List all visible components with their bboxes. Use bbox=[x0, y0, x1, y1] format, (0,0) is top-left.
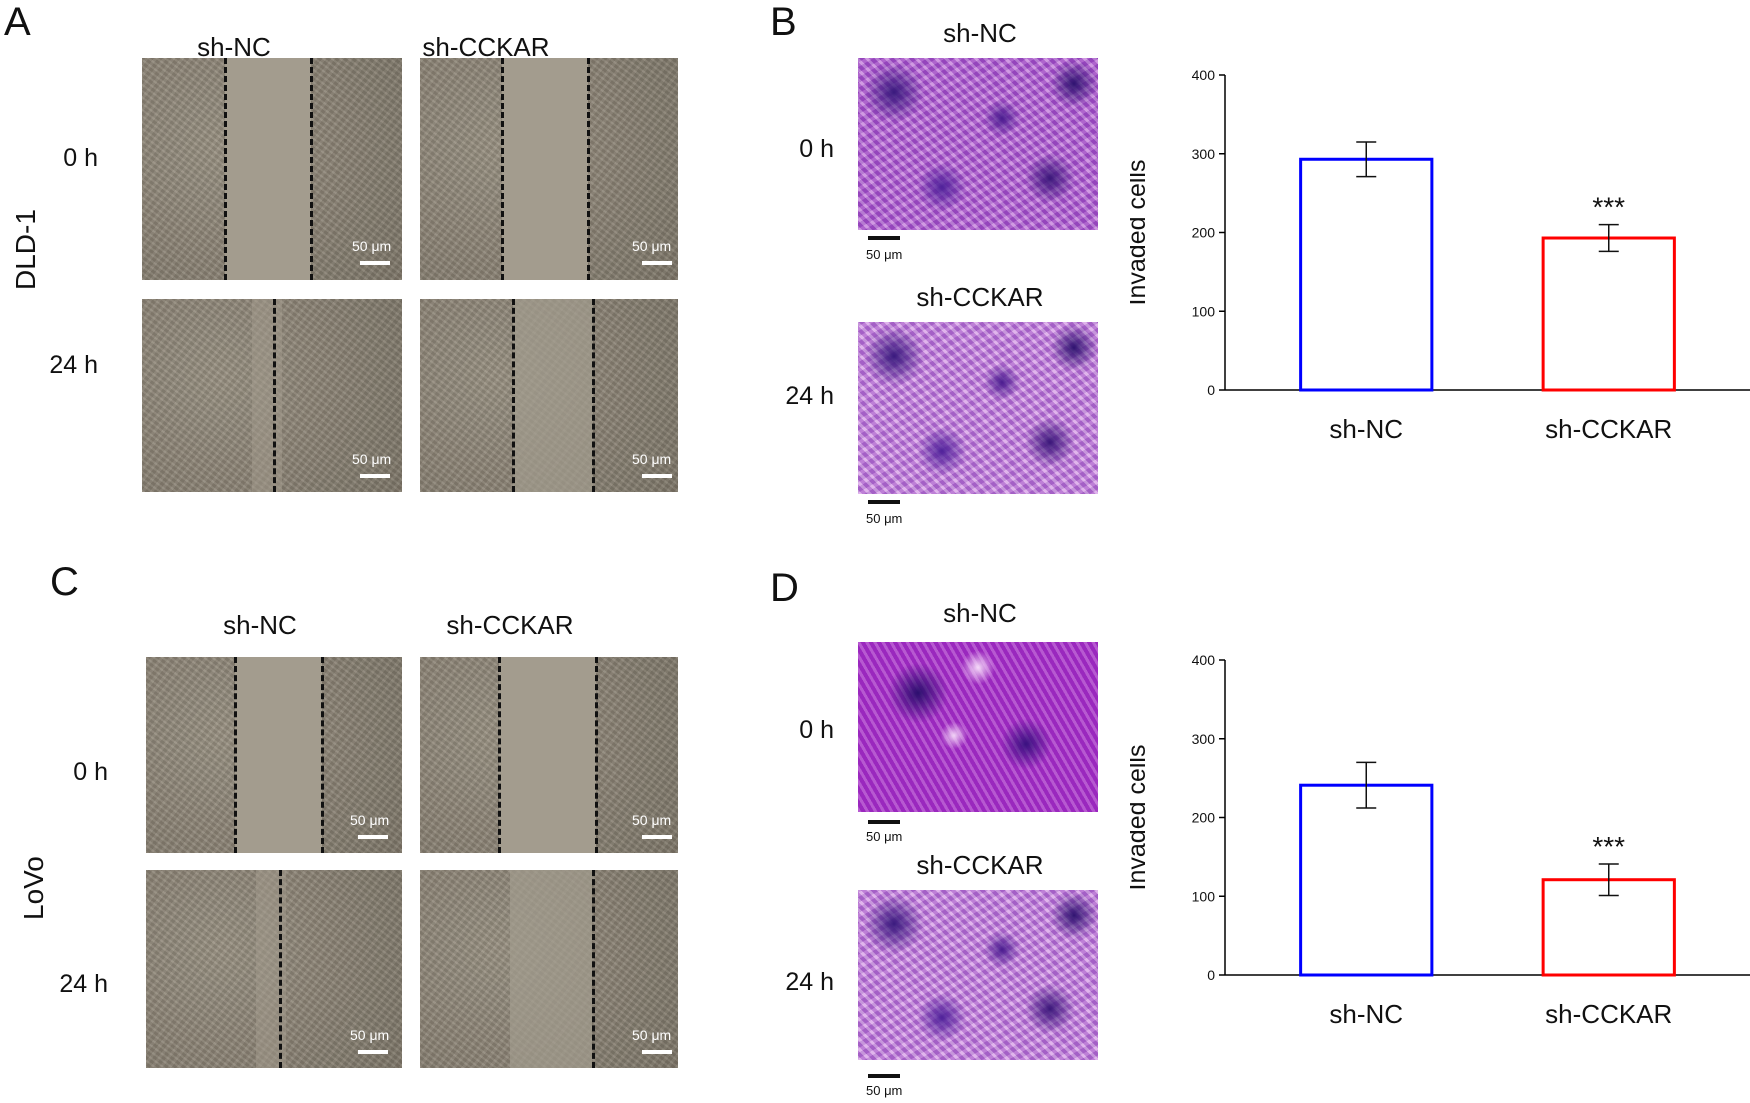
scale-bar-label: 50 μm bbox=[352, 238, 392, 254]
cell-line-label-dld1: DLD-1 bbox=[10, 209, 41, 290]
panel-label-c: C bbox=[50, 560, 79, 604]
column-label-sh-ckar: sh-CCKAR bbox=[422, 32, 550, 62]
stain-label-sh-ckar: sh-CCKAR bbox=[916, 282, 1044, 312]
bar-sh-nc bbox=[1299, 157, 1434, 392]
row-label-24h: 24 h bbox=[785, 382, 834, 410]
scale-bar-label: 50 μm bbox=[866, 829, 903, 844]
row-label-0h: 0 h bbox=[73, 758, 108, 786]
row-label-24h: 24 h bbox=[49, 351, 98, 379]
y-tick-label: 300 bbox=[1192, 731, 1216, 747]
x-category-label: sh-CCKAR bbox=[1545, 999, 1672, 1029]
panel-label-d: D bbox=[770, 566, 799, 610]
x-category-label: sh-NC bbox=[1329, 999, 1403, 1029]
scale-bar-label: 50 μm bbox=[632, 812, 672, 828]
scale-bar-label: 50 μm bbox=[350, 812, 390, 828]
y-tick-label: 0 bbox=[1207, 967, 1215, 983]
y-axis-label: Invaded cells bbox=[1130, 160, 1151, 306]
panel-label-b: B bbox=[770, 0, 797, 44]
row-label-0h: 0 h bbox=[63, 144, 98, 172]
y-tick-label: 200 bbox=[1192, 225, 1216, 241]
wound-image-lovo-ckar-24h: 50 μm bbox=[420, 870, 678, 1068]
cell-line-label-lovo: LoVo bbox=[18, 856, 49, 920]
column-label-sh-nc: sh-NC bbox=[223, 610, 297, 640]
y-tick-label: 200 bbox=[1192, 810, 1216, 826]
invasion-image-lovo-nc bbox=[858, 642, 1098, 812]
bar-sh-cckar bbox=[1541, 236, 1676, 392]
bar-sh-nc bbox=[1299, 783, 1434, 977]
y-tick-label: 100 bbox=[1192, 888, 1216, 904]
scale-bar-label: 50 μm bbox=[632, 1027, 672, 1043]
x-category-label: sh-CCKAR bbox=[1545, 414, 1672, 444]
y-tick-label: 300 bbox=[1192, 146, 1216, 162]
stain-label-sh-ckar: sh-CCKAR bbox=[916, 850, 1044, 880]
y-tick-label: 100 bbox=[1192, 303, 1216, 319]
panel-label-a: A bbox=[4, 0, 31, 44]
scale-bar-label: 50 μm bbox=[866, 247, 903, 262]
wound-image-dld1-ckar-0h: 50 μm bbox=[420, 58, 678, 280]
wound-image-lovo-nc-24h: 50 μm bbox=[146, 870, 402, 1068]
wound-image-lovo-nc-0h: 50 μm bbox=[146, 657, 402, 853]
y-tick-label: 0 bbox=[1207, 382, 1215, 398]
invaded-cells-chart-d: 0 100 200 300 400 Invaded cells sh-NC *** sh-CCK… bbox=[1130, 652, 1750, 1029]
invasion-image-dld1-nc bbox=[858, 58, 1098, 230]
invasion-image-dld1-ckar bbox=[858, 322, 1098, 494]
row-label-24h: 24 h bbox=[785, 968, 834, 996]
wound-image-dld1-nc-24h: 50 μm bbox=[142, 299, 402, 492]
scale-bar-label: 50 μm bbox=[632, 238, 672, 254]
y-axis-label: Invaded cells bbox=[1130, 745, 1151, 891]
invaded-cells-chart-b: 0 100 200 300 400 Invaded cells sh-NC *** sh-CCK… bbox=[1130, 67, 1750, 444]
row-label-24h: 24 h bbox=[59, 970, 108, 998]
significance-marker: *** bbox=[1592, 831, 1625, 862]
scale-bar-label: 50 μm bbox=[632, 451, 672, 467]
column-label-sh-nc: sh-NC bbox=[197, 32, 271, 62]
wound-image-lovo-ckar-0h: 50 μm bbox=[420, 657, 678, 853]
row-label-0h: 0 h bbox=[799, 716, 834, 744]
row-label-0h: 0 h bbox=[799, 135, 834, 163]
y-tick-label: 400 bbox=[1192, 652, 1216, 668]
wound-image-dld1-nc-0h: 50 μm bbox=[142, 58, 402, 280]
stain-label-sh-nc: sh-NC bbox=[943, 598, 1017, 628]
wound-image-dld1-ckar-24h: 50 μm bbox=[420, 299, 678, 492]
scale-bar-label: 50 μm bbox=[866, 1083, 903, 1098]
column-label-sh-ckar: sh-CCKAR bbox=[446, 610, 574, 640]
stain-label-sh-nc: sh-NC bbox=[943, 18, 1017, 48]
scale-bar-label: 50 μm bbox=[352, 451, 392, 467]
x-category-label: sh-NC bbox=[1329, 414, 1403, 444]
invasion-image-lovo-ckar bbox=[858, 890, 1098, 1060]
scale-bar-label: 50 μm bbox=[866, 511, 903, 526]
y-tick-label: 400 bbox=[1192, 67, 1216, 83]
scale-bar-label: 50 μm bbox=[350, 1027, 390, 1043]
significance-marker: *** bbox=[1592, 192, 1625, 223]
